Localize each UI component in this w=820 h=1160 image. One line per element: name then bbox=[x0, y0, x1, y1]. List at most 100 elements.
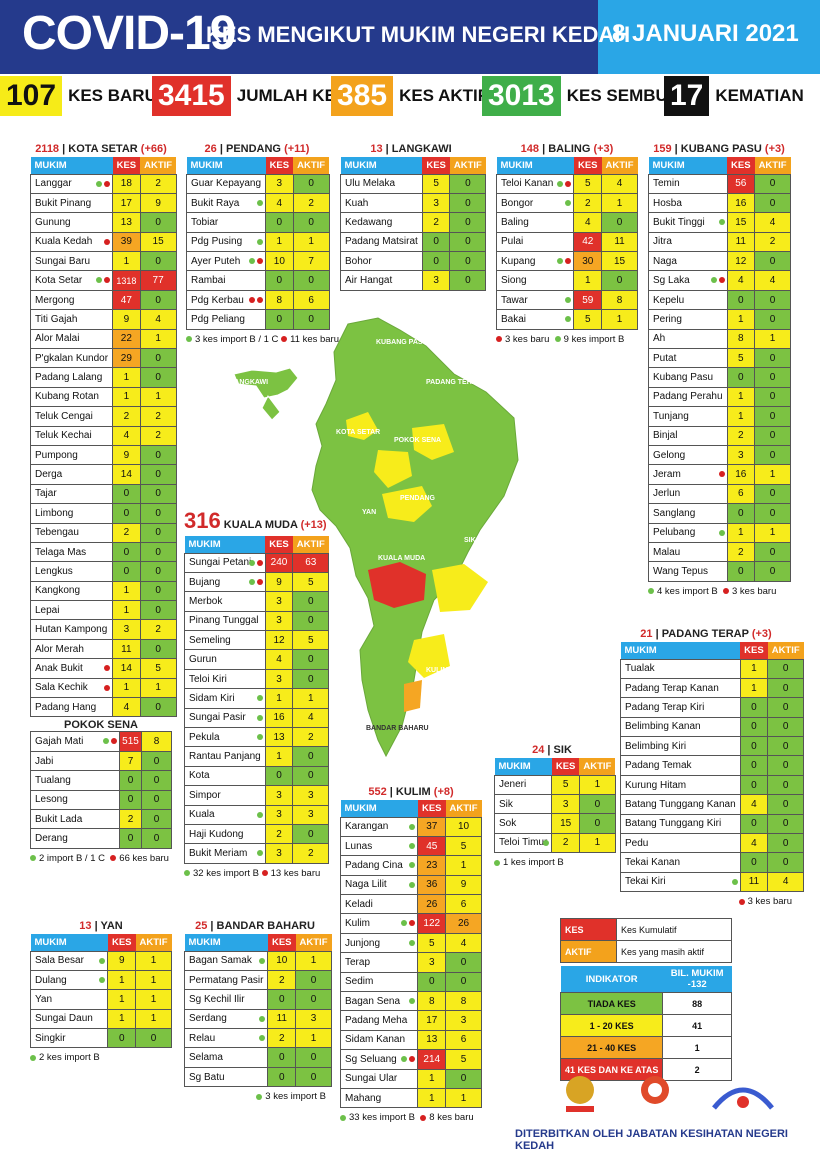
region-yellow bbox=[412, 424, 454, 460]
table-row: Jitra 11 2 bbox=[648, 231, 792, 253]
region-yellow bbox=[408, 634, 450, 678]
mukim-name: Ulu Melaka bbox=[340, 173, 423, 194]
aktif-value: 26 bbox=[445, 913, 482, 934]
aktif-value: 0 bbox=[139, 522, 177, 543]
table-row: Gelong 3 0 bbox=[648, 444, 792, 466]
table-row: Sg Kechil Ilir 0 0 bbox=[183, 989, 332, 1010]
mukim-name: Kedawang bbox=[340, 212, 423, 233]
table-row: Sanglang 0 0 bbox=[648, 503, 792, 524]
table-kubang-pasu: MUKIM KES AKTIF Temin 56 0 Hosba 16 0 Bukit Tingg… bbox=[648, 157, 792, 582]
table-row: Permatang Pasir 2 0 bbox=[183, 969, 332, 991]
mukim-name: Derang bbox=[30, 828, 120, 849]
kes-value: 2 bbox=[112, 522, 141, 543]
kes-value: 0 bbox=[267, 989, 297, 1010]
block-baling: 148 | BALING (+3) MUKIM KES AKTIF Teloi Kan… bbox=[495, 143, 638, 345]
kes-value: 0 bbox=[417, 971, 447, 993]
aktif-value: 0 bbox=[754, 561, 792, 582]
aktif-value: 0 bbox=[754, 483, 792, 505]
color-legend: KES Kes Kumulatif AKTIF Kes yang masih akt… bbox=[560, 918, 732, 963]
table-pendang: MUKIM KES AKTIF Guar Kepayang 3 0 Bukit Raya 4 2… bbox=[185, 157, 330, 330]
kes-value: 1 bbox=[112, 600, 141, 621]
aktif-value: 1 bbox=[578, 774, 616, 795]
aktif-value: 11 bbox=[601, 231, 638, 253]
kes-value: 1 bbox=[107, 1008, 137, 1030]
table-row: Wang Tepus 0 0 bbox=[648, 561, 792, 582]
legend-note: 3 kes baru 9 kes import B bbox=[496, 334, 638, 345]
kes-value: 2 bbox=[726, 425, 756, 446]
kes-value: 30 bbox=[573, 251, 603, 272]
kes-value: 0 bbox=[739, 813, 769, 835]
aktif-value: 0 bbox=[139, 580, 177, 602]
kes-value: 22 bbox=[112, 328, 141, 350]
table-row: Pdg Pusing 1 1 bbox=[185, 231, 330, 253]
mukim-name: Bukit Lada bbox=[30, 808, 120, 830]
aktif-value: 4 bbox=[754, 212, 792, 233]
aktif-value: 0 bbox=[754, 348, 792, 369]
aktif-value: 0 bbox=[295, 989, 332, 1010]
map-label: KULIM bbox=[426, 667, 448, 674]
table-row: Batang Tunggang Kanan 4 0 bbox=[620, 794, 805, 815]
kes-value: 0 bbox=[112, 503, 141, 524]
aktif-value: 0 bbox=[139, 503, 177, 524]
kes-value: 45 bbox=[417, 835, 447, 857]
mukim-name: Tawar bbox=[495, 289, 575, 311]
table-row: Tekai Kiri 11 4 bbox=[620, 871, 805, 893]
mukim-name: Lunas bbox=[339, 835, 419, 857]
aktif-value: 0 bbox=[767, 755, 805, 776]
kes-value: 0 bbox=[739, 755, 769, 776]
kes-value: 0 bbox=[265, 270, 294, 291]
kes-value: 2 bbox=[112, 406, 141, 427]
stat-label: KEMATIAN bbox=[715, 86, 804, 105]
mukim-name: Derga bbox=[29, 464, 114, 485]
kes-value: 3 bbox=[421, 192, 451, 214]
publisher-footer: DITERBITKAN OLEH JABATAN KESIHATAN NEGER… bbox=[515, 1128, 788, 1152]
aktif-value: 0 bbox=[449, 173, 487, 194]
block-langkawi: 13 | LANGKAWI MUKIM KES AKTIF Ulu Melaka 5 0 K… bbox=[340, 143, 487, 291]
aktif-value: 5 bbox=[445, 835, 482, 857]
kes-value: 1 bbox=[112, 677, 141, 699]
aktif-value: 3 bbox=[295, 1008, 332, 1030]
stat-value: 385 bbox=[331, 76, 394, 116]
kes-value: 0 bbox=[107, 1028, 137, 1049]
aktif-value: 0 bbox=[449, 212, 487, 233]
mukim-name: Tebengau bbox=[29, 522, 114, 543]
mukim-name: Kubang Pasu bbox=[648, 367, 728, 388]
table-row: Titi Gajah 9 4 bbox=[29, 309, 177, 330]
table-row: Kuah 3 0 bbox=[340, 192, 487, 214]
table-bandar-baharu: MUKIM KES AKTIF Bagan Samak 10 1 Permatang Pas… bbox=[183, 934, 332, 1088]
table-row: Sik 3 0 bbox=[493, 793, 616, 815]
map-label: KUBANG PASU bbox=[376, 339, 428, 346]
mukim-name: Kota Setar bbox=[29, 270, 114, 291]
table-row: Kubang Rotan 1 1 bbox=[29, 386, 177, 408]
stat-kes-baru: 107 KES BARU bbox=[0, 76, 157, 116]
mukim-name: Padang Meha bbox=[339, 1010, 419, 1031]
mukim-name: Kulim bbox=[339, 913, 419, 934]
table-row: Derang 0 0 bbox=[30, 828, 172, 849]
aktif-value: 0 bbox=[767, 813, 805, 835]
kes-value: 39 bbox=[112, 231, 141, 253]
kes-value: 3 bbox=[264, 804, 294, 825]
aktif-value: 0 bbox=[139, 483, 177, 505]
aktif-value: 0 bbox=[754, 367, 792, 388]
legend-note: 1 kes import B bbox=[494, 857, 610, 868]
table-row: Simpor 3 3 bbox=[184, 785, 330, 806]
mukim-name: Hosba bbox=[648, 192, 728, 214]
mukim-name: Bukit Pinang bbox=[29, 192, 114, 214]
aktif-value: 1 bbox=[754, 328, 792, 350]
mukim-name: Jerlun bbox=[648, 483, 728, 505]
block-kuala-muda: 316 KUALA MUDA (+13) MUKIM KES AKTIF Sungai… bbox=[184, 508, 330, 879]
table-row: Sungai Baru 1 0 bbox=[29, 251, 177, 272]
aktif-value: 0 bbox=[139, 212, 177, 233]
table-row: Sungai Daun 1 1 bbox=[29, 1008, 172, 1030]
table-row: Teloi Timur 2 1 bbox=[493, 832, 616, 854]
table-row: Bongor 2 1 bbox=[495, 192, 638, 214]
aktif-value: 0 bbox=[292, 591, 330, 612]
aktif-value: 7 bbox=[292, 251, 330, 272]
table-row: Lesong 0 0 bbox=[30, 789, 172, 811]
kes-value: 1 bbox=[726, 522, 756, 543]
kes-value: 5 bbox=[421, 173, 451, 194]
kes-value: 1 bbox=[726, 406, 756, 427]
aktif-value: 0 bbox=[139, 289, 177, 311]
aktif-value: 0 bbox=[295, 1047, 332, 1068]
kes-value: 4 bbox=[112, 425, 141, 446]
